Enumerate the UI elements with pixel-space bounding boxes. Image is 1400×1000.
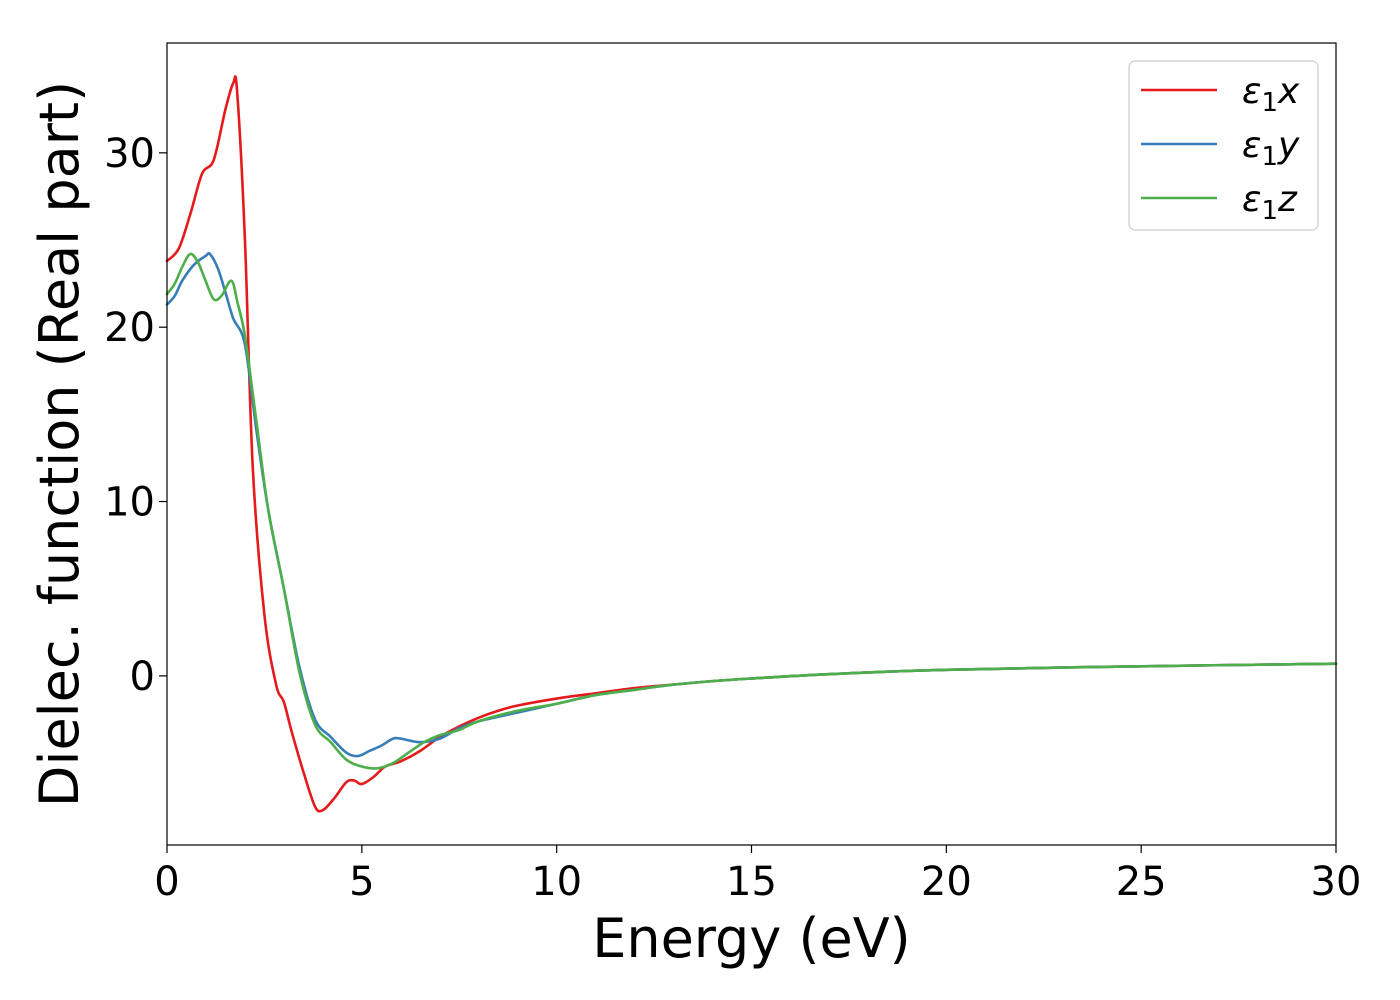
x-tick-label: 30 — [1311, 859, 1362, 905]
legend-item-x: ε1x — [1141, 71, 1300, 118]
legend-label: ε1z — [1242, 179, 1298, 226]
legend-label: ε1x — [1242, 71, 1300, 118]
legend-item-z: ε1z — [1141, 179, 1298, 226]
x-tick-label: 5 — [349, 859, 374, 905]
series-line-z — [165, 252, 1338, 770]
y-tick-label: 10 — [104, 480, 155, 526]
legend-label: ε1y — [1242, 125, 1300, 172]
x-tick-label: 20 — [921, 859, 972, 905]
y-axis-label: Dielec. function (Real part) — [28, 81, 91, 807]
x-tick-label: 0 — [154, 859, 179, 905]
legend: ε1x ε1y ε1z — [1128, 60, 1319, 231]
x-tick-label: 25 — [1116, 859, 1167, 905]
x-axis: 0 5 10 15 20 25 30 — [154, 845, 1361, 905]
y-axis: 0 10 20 30 — [104, 131, 167, 700]
plot-lines — [165, 75, 1338, 813]
x-tick-label: 15 — [726, 859, 777, 905]
x-axis-label: Energy (eV) — [592, 907, 911, 970]
x-tick-label: 10 — [531, 859, 582, 905]
y-tick-label: 30 — [104, 131, 155, 177]
legend-item-y: ε1y — [1141, 125, 1300, 172]
y-tick-label: 20 — [104, 305, 155, 351]
legend-box — [1128, 60, 1319, 231]
y-tick-label: 0 — [130, 654, 155, 700]
